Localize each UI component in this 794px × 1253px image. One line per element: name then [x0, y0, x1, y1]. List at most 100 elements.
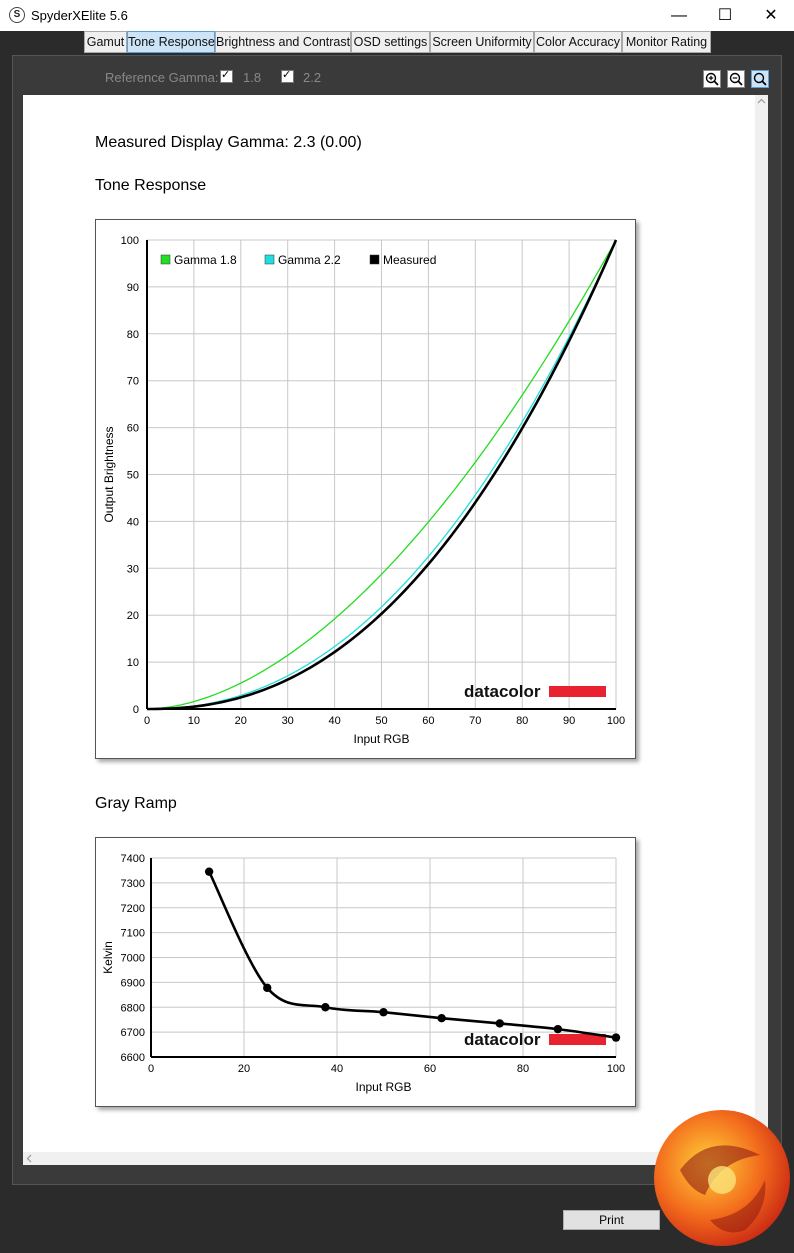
x-tick-label: 10	[188, 715, 200, 727]
gamma-18-checkbox[interactable]	[220, 68, 233, 83]
series-line-measured	[146, 239, 618, 711]
tab-brightness-contrast[interactable]: Brightness and Contrast	[215, 31, 351, 53]
x-tick-label: 30	[282, 715, 294, 727]
y-tick-label: 7100	[121, 928, 145, 940]
tone-response-heading: Tone Response	[95, 177, 207, 194]
y-tick-label: 6600	[121, 1052, 145, 1064]
y-tick-label: 7200	[121, 903, 145, 915]
x-tick-label: 20	[235, 715, 247, 727]
tab-monitor-rating[interactable]: Monitor Rating	[622, 31, 711, 53]
kelvin-series-line	[207, 871, 617, 1039]
y-tick-label: 20	[127, 610, 139, 622]
tab-bar: Gamut Tone Response Brightness and Contr…	[0, 31, 794, 55]
x-tick-label: 20	[238, 1063, 250, 1075]
zoom-out-button[interactable]	[727, 70, 745, 88]
zoom-in-button[interactable]	[703, 70, 721, 88]
y-tick-label: 10	[127, 657, 139, 669]
legend-label: Gamma 2.2	[278, 253, 341, 267]
y-tick-label: 7400	[121, 853, 145, 865]
tone-response-plot: 0 10 20 30 40 50 60 70 80 90 100 0 10 20 30 40 50 60 70 80 9…	[102, 235, 625, 746]
zoom-fit-icon	[753, 72, 767, 86]
kelvin-data-point	[611, 1033, 621, 1042]
zoom-in-icon	[705, 72, 719, 86]
kelvin-data-point	[204, 867, 214, 876]
measured-gamma-text: Measured Display Gamma: 2.3 (0.00)	[95, 134, 362, 151]
title-bar: S SpyderXElite 5.6 — ☐ ✕	[0, 0, 794, 31]
maximize-button[interactable]: ☐	[717, 7, 733, 24]
series-line-gamma-1-8	[146, 239, 617, 710]
gamma-22-label: 2.2	[303, 70, 322, 85]
gray-ramp-chart: 0 20 40 60 80 100 6600 6700 6800 6900 7000 7100 7200…	[95, 837, 636, 1107]
scroll-left-icon[interactable]	[23, 1152, 36, 1165]
series-line-gamma-2-2	[146, 239, 617, 710]
y-tick-label: 60	[127, 423, 139, 435]
y-tick-label: 6800	[121, 1002, 145, 1014]
gray-ramp-heading: Gray Ramp	[95, 795, 177, 812]
kelvin-data-point	[495, 1019, 504, 1028]
site-logo	[654, 1110, 790, 1246]
legend-label: Gamma 1.8	[174, 253, 237, 267]
y-tick-label: 50	[127, 470, 139, 482]
x-tick-label: 100	[607, 715, 625, 727]
datacolor-bar	[549, 686, 606, 697]
zoom-fit-button[interactable]	[751, 70, 769, 88]
window-title: SpyderXElite 5.6	[31, 8, 128, 23]
x-tick-label: 60	[424, 1063, 436, 1075]
y-tick-label: 6900	[121, 977, 145, 989]
minimize-button[interactable]: —	[671, 7, 687, 24]
x-tick-label: 80	[516, 715, 528, 727]
tab-gamut[interactable]: Gamut	[84, 31, 127, 53]
kelvin-data-point	[321, 1003, 330, 1012]
horizontal-scrollbar[interactable]	[23, 1152, 755, 1165]
tab-screen-uniformity[interactable]: Screen Uniformity	[430, 31, 534, 53]
datacolor-bar	[549, 1034, 606, 1045]
kelvin-data-point	[379, 1008, 388, 1017]
scroll-up-icon[interactable]	[755, 95, 768, 108]
x-tick-label: 50	[375, 715, 387, 727]
x-axis-label: Input RGB	[353, 732, 409, 746]
legend-swatch	[160, 254, 171, 265]
y-tick-label: 7300	[121, 878, 145, 890]
datacolor-watermark: datacolor	[464, 1030, 541, 1049]
y-tick-label: 7000	[121, 953, 145, 965]
x-tick-label: 0	[144, 715, 150, 727]
x-tick-label: 80	[517, 1063, 529, 1075]
app-icon: S	[9, 7, 25, 23]
x-tick-label: 40	[328, 715, 340, 727]
legend-swatch	[369, 254, 380, 265]
y-tick-label: 80	[127, 329, 139, 341]
gamma-18-label: 1.8	[243, 70, 262, 85]
tab-osd-settings[interactable]: OSD settings	[351, 31, 430, 53]
tab-tone-response[interactable]: Tone Response	[127, 31, 215, 53]
x-tick-label: 100	[607, 1063, 625, 1075]
reference-gamma-label: Reference Gamma:	[105, 70, 219, 85]
kelvin-data-point	[263, 983, 272, 993]
x-tick-label: 40	[331, 1063, 343, 1075]
y-tick-label: 0	[133, 704, 139, 716]
zoom-out-icon	[729, 72, 743, 86]
tab-color-accuracy[interactable]: Color Accuracy	[534, 31, 622, 53]
legend-label: Measured	[383, 253, 436, 267]
y-tick-label: 6700	[121, 1027, 145, 1039]
gray-ramp-plot: 0 20 40 60 80 100 6600 6700 6800 6900 7000 7100 7200…	[101, 853, 625, 1094]
close-button[interactable]: ✕	[764, 7, 778, 24]
tone-response-chart: 0 10 20 30 40 50 60 70 80 90 100 0 10 20 30 40 50 60 70 80 9…	[95, 219, 636, 759]
gamma-22-checkbox[interactable]	[281, 68, 294, 83]
y-tick-label: 70	[127, 376, 139, 388]
x-axis-label: Input RGB	[355, 1080, 411, 1094]
legend-swatch	[264, 254, 275, 265]
vertical-scrollbar[interactable]	[755, 95, 768, 1152]
y-tick-label: 90	[127, 282, 139, 294]
y-axis-label: Output Brightness	[102, 426, 116, 522]
y-tick-label: 40	[127, 516, 139, 528]
y-tick-label: 30	[127, 563, 139, 575]
y-tick-label: 100	[121, 235, 139, 247]
kelvin-data-point	[553, 1024, 563, 1034]
x-tick-label: 0	[148, 1063, 154, 1075]
datacolor-watermark: datacolor	[464, 682, 541, 701]
print-button[interactable]: Print	[563, 1210, 660, 1230]
y-axis-label: Kelvin	[101, 941, 115, 974]
kelvin-data-point	[437, 1013, 446, 1023]
x-tick-label: 60	[422, 715, 434, 727]
x-tick-label: 70	[469, 715, 481, 727]
